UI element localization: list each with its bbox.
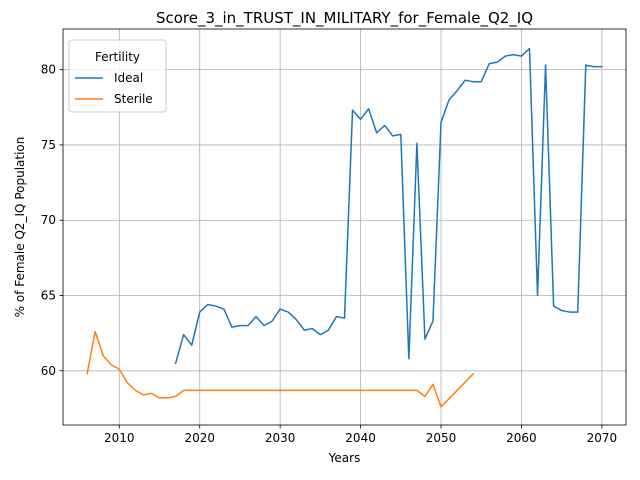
legend-label-ideal: Ideal [114,71,143,85]
legend: Fertility Ideal Sterile [69,40,166,112]
x-tick-label: 2010 [104,431,135,445]
x-tick-label: 2040 [345,431,376,445]
x-tick-label: 2020 [184,431,215,445]
x-tick-label: 2050 [426,431,457,445]
legend-label-sterile: Sterile [114,92,153,106]
y-axis-label: % of Female Q2_IQ Population [13,137,27,318]
y-tick-label: 70 [41,213,56,227]
legend-title: Fertility [95,50,140,64]
x-axis-label: Years [328,451,361,465]
chart-title: Score_3_in_TRUST_IN_MILITARY_for_Female_… [156,9,533,28]
y-tick-label: 65 [41,289,56,303]
y-tick-label: 75 [41,138,56,152]
x-tick-label: 2030 [265,431,296,445]
y-tick-label: 60 [41,364,56,378]
x-tick-label: 2070 [587,431,618,445]
x-tick-label: 2060 [506,431,537,445]
y-tick-label: 80 [41,63,56,77]
